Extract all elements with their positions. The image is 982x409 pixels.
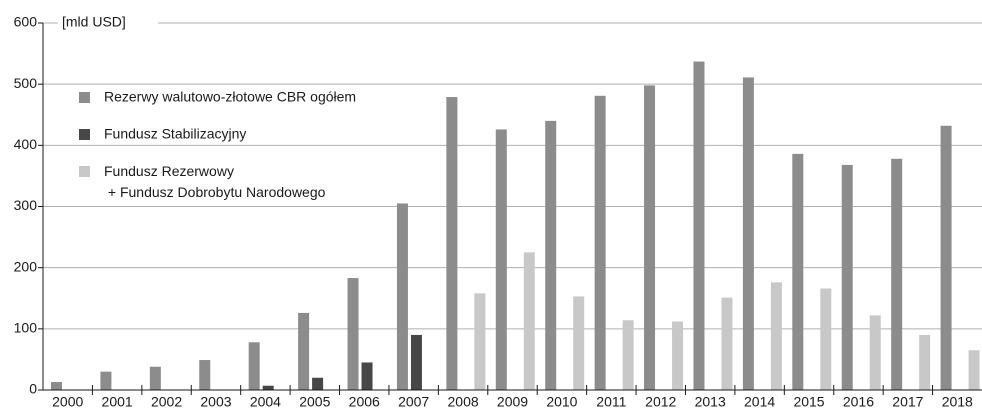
x-tick-label: 2014 <box>744 394 775 409</box>
bar <box>940 125 952 390</box>
bar <box>149 366 161 390</box>
bar <box>672 321 684 390</box>
x-tick-label: 2007 <box>398 394 429 409</box>
bar <box>248 342 260 390</box>
x-tick-label: 2009 <box>497 394 528 409</box>
x-tick-label: 2010 <box>546 394 577 409</box>
bar <box>347 278 359 390</box>
bar <box>693 61 705 390</box>
bar <box>919 334 931 390</box>
bar <box>410 334 422 390</box>
x-tick-label: 2004 <box>250 394 281 409</box>
x-tick-label: 2008 <box>448 394 479 409</box>
bar <box>262 385 274 390</box>
legend-swatch <box>79 92 90 103</box>
bar <box>891 158 903 390</box>
bar <box>474 293 486 390</box>
bar <box>312 377 324 390</box>
y-tick-label: 0 <box>29 381 37 397</box>
legend-swatch <box>79 129 90 140</box>
x-tick-label: 2006 <box>349 394 380 409</box>
legend-label: Fundusz Rezerwowy + Fundusz Dobrobytu Na… <box>104 163 326 200</box>
x-tick-label: 2016 <box>843 394 874 409</box>
x-tick-label: 2018 <box>942 394 973 409</box>
bar <box>792 153 804 390</box>
x-tick-label: 2002 <box>151 394 182 409</box>
x-tick-label: 2003 <box>200 394 231 409</box>
bar <box>968 350 980 390</box>
y-tick-label: 100 <box>14 320 38 336</box>
bar <box>622 320 634 390</box>
bar <box>573 296 585 390</box>
x-tick-label: 2001 <box>102 394 133 409</box>
bar <box>594 95 606 390</box>
bar <box>396 203 408 390</box>
bar <box>721 297 733 390</box>
bar <box>644 85 656 390</box>
x-tick-label: 2017 <box>892 394 923 409</box>
x-tick-label: 2013 <box>695 394 726 409</box>
legend-swatch <box>79 166 90 177</box>
bar <box>770 282 782 390</box>
y-tick-label: 400 <box>14 136 38 152</box>
x-tick-label: 2000 <box>52 394 83 409</box>
bar <box>742 77 754 391</box>
bar <box>523 252 535 390</box>
bar <box>841 164 853 390</box>
bar <box>869 315 881 390</box>
bar <box>51 382 62 390</box>
bar <box>545 120 557 390</box>
legend-label: Rezerwy walutowo-złotowe CBR ogółem <box>104 89 356 105</box>
bar <box>820 288 832 390</box>
bar <box>199 360 211 390</box>
bar <box>100 371 112 390</box>
bar <box>361 362 373 390</box>
unit-label: [mld USD] <box>62 14 126 30</box>
bar <box>495 129 507 390</box>
x-tick-label: 2015 <box>793 394 824 409</box>
y-tick-label: 200 <box>14 258 38 274</box>
y-tick-label: 300 <box>14 197 38 213</box>
y-tick-label: 500 <box>14 75 38 91</box>
x-tick-label: 2012 <box>645 394 676 409</box>
legend-label: Fundusz Stabilizacyjny <box>104 126 246 142</box>
unit-label-bg <box>58 13 158 33</box>
bar <box>298 312 310 390</box>
x-tick-label: 2011 <box>596 394 626 409</box>
bar <box>446 97 458 391</box>
x-tick-label: 2005 <box>299 394 330 409</box>
y-tick-label: 600 <box>14 14 38 30</box>
